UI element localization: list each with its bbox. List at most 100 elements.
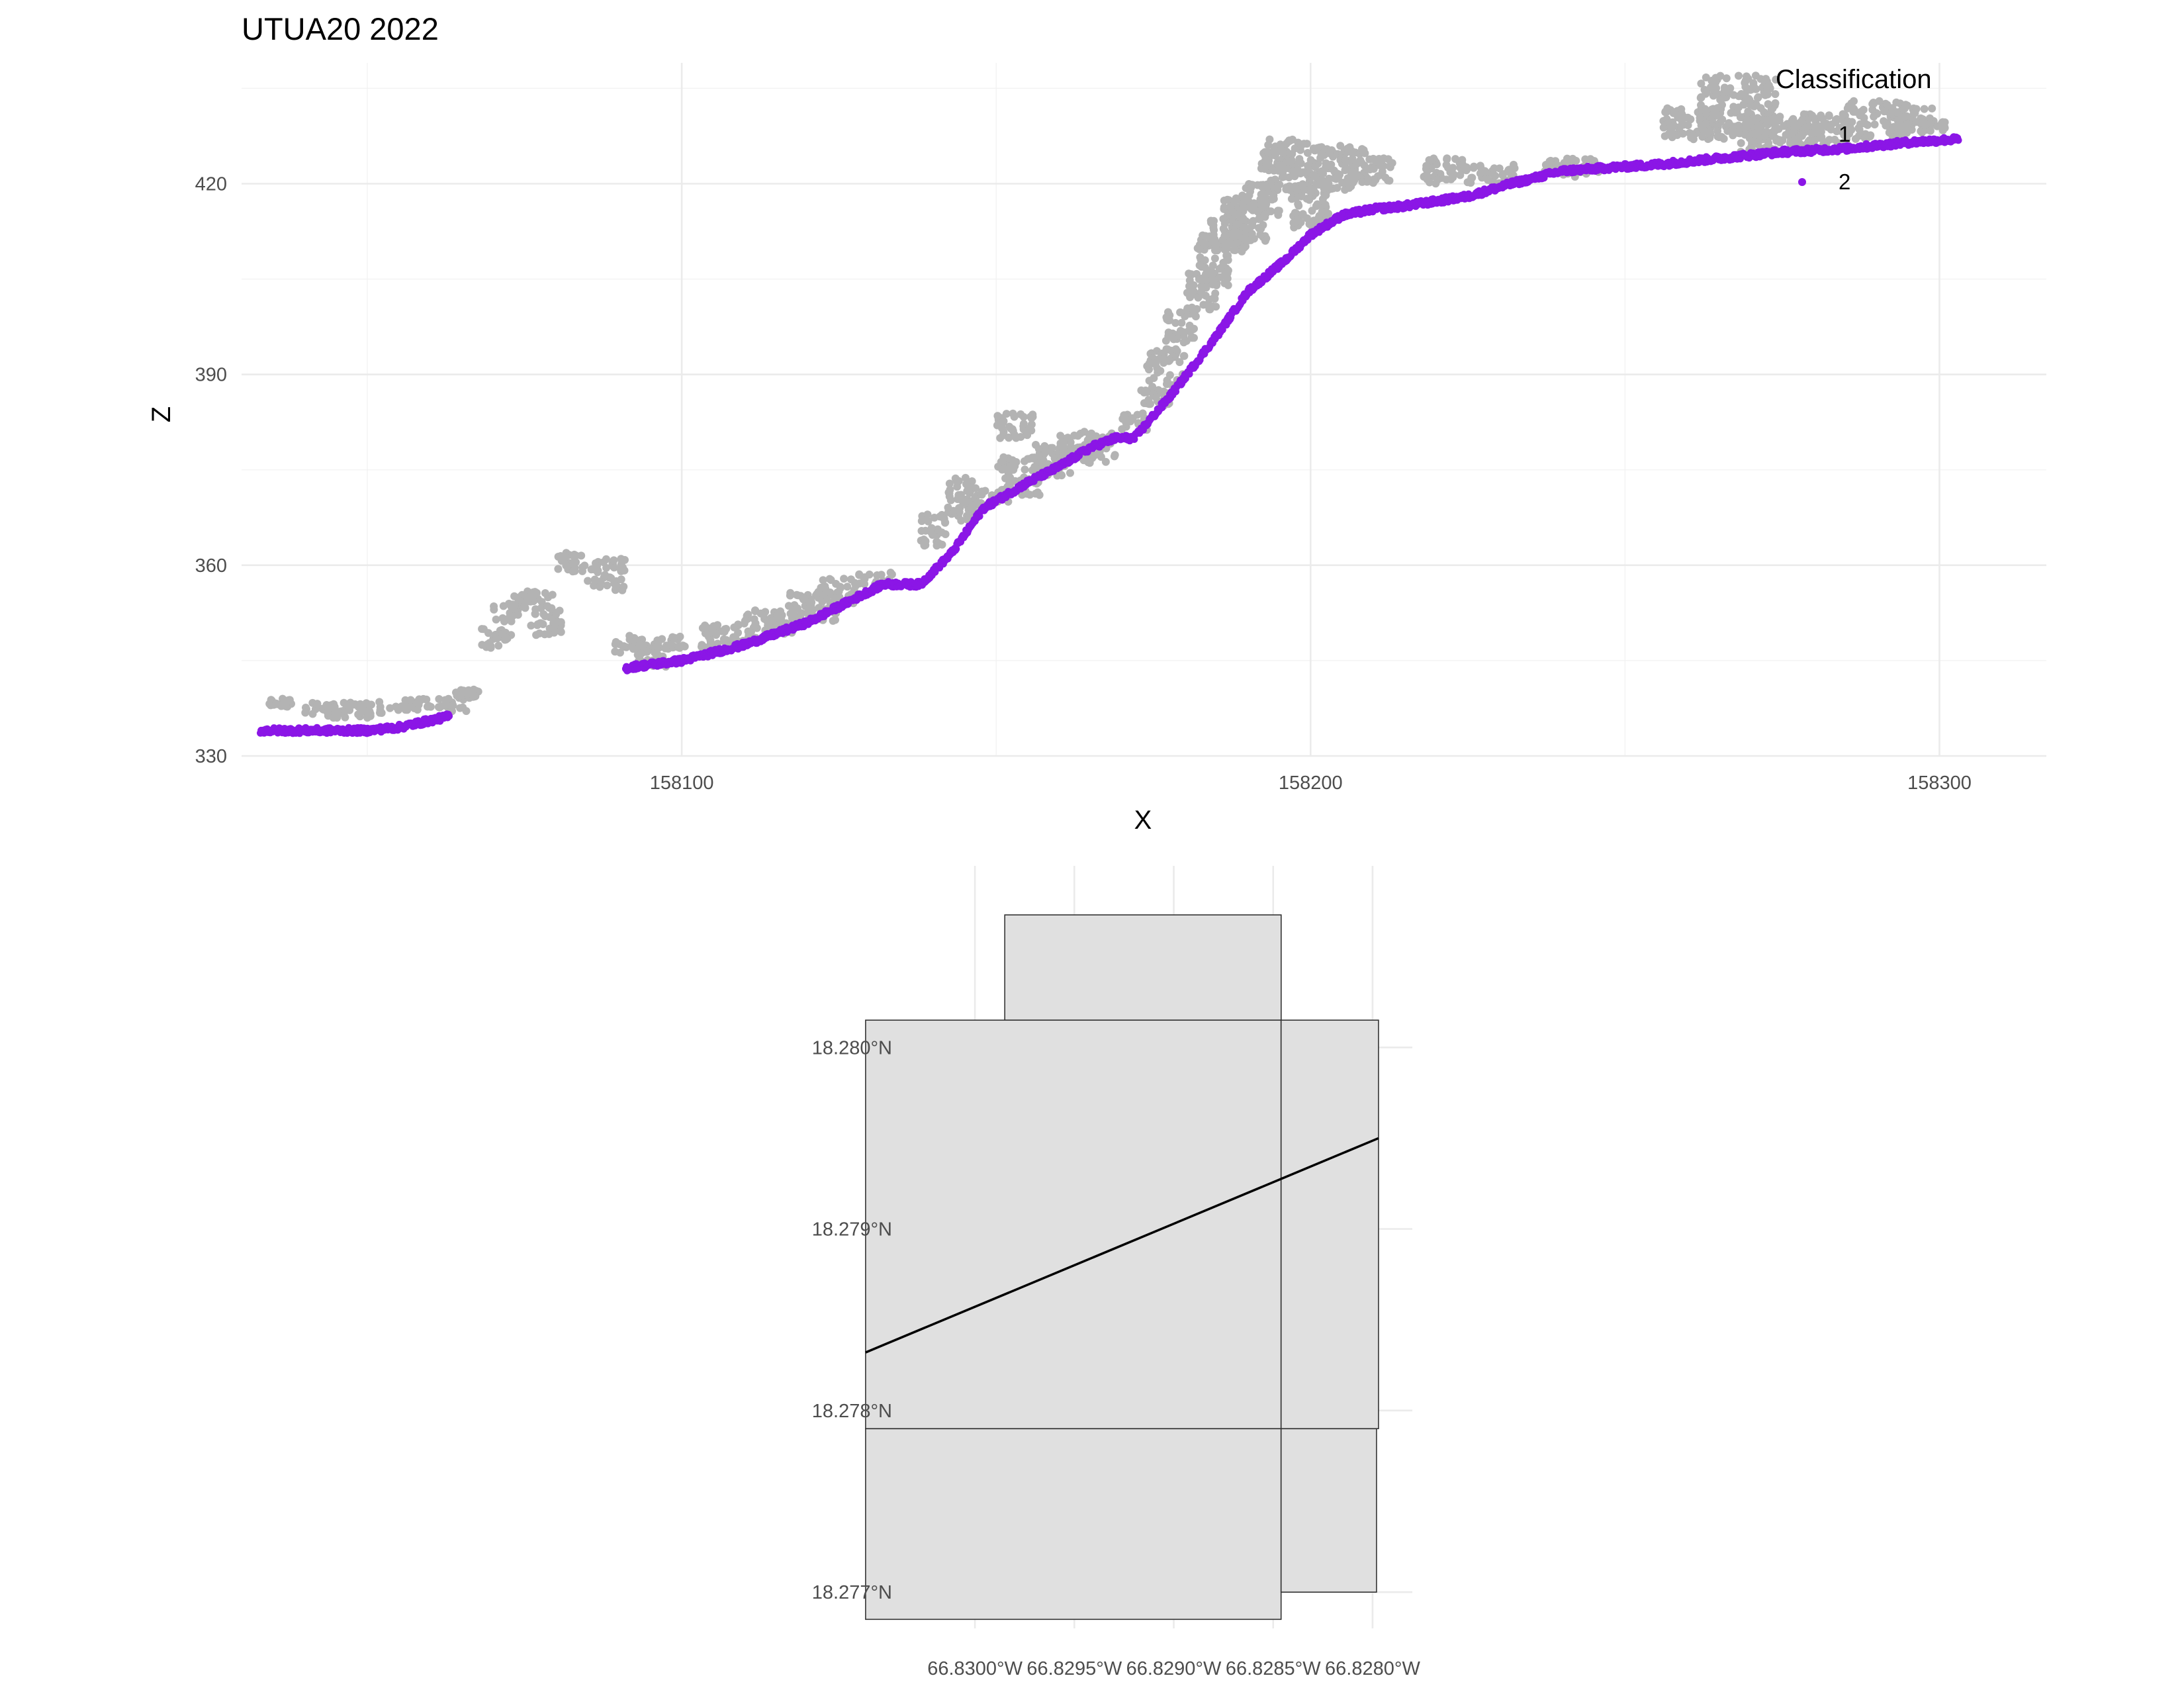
class-1-point	[1670, 121, 1678, 130]
class-1-point	[1197, 275, 1206, 284]
class-1-point	[1736, 113, 1745, 122]
profile-x-tick-labels: 158100 158200 158300	[650, 773, 1972, 794]
class-1-point	[1832, 116, 1840, 124]
class-1-point	[1162, 313, 1171, 322]
class-1-point	[1385, 176, 1394, 185]
chart-title: UTUA20 2022	[242, 11, 439, 46]
class-1-point	[1197, 287, 1205, 296]
class-1-point	[667, 641, 676, 649]
class-1-point	[1490, 170, 1498, 179]
class-1-point	[523, 596, 532, 605]
class-1-point	[548, 590, 557, 599]
class-1-point	[1295, 201, 1303, 210]
class-1-point	[958, 496, 966, 504]
class-1-point	[1224, 256, 1232, 264]
class-1-point	[1770, 126, 1779, 135]
class-1-point	[1741, 79, 1749, 87]
class-1-point	[486, 643, 495, 652]
class-1-point	[398, 702, 406, 710]
class-1-point	[1706, 127, 1714, 136]
class-1-point	[1207, 218, 1215, 227]
class-1-point	[1189, 281, 1198, 289]
class-1-point	[1920, 105, 1929, 113]
class-1-point	[523, 587, 532, 596]
class-1-point	[826, 588, 835, 596]
class-1-point	[1027, 426, 1036, 435]
class-1-point	[972, 484, 980, 492]
map-y-tick-label: 18.277°N	[812, 1582, 892, 1603]
class-1-point	[698, 643, 705, 651]
class-1-point	[1297, 159, 1305, 167]
class-1-point	[1698, 132, 1707, 141]
class-1-point	[510, 601, 519, 610]
class-1-point	[941, 530, 950, 538]
class-1-point	[1267, 207, 1275, 216]
class-1-point	[333, 714, 341, 722]
class-1-point	[1294, 138, 1302, 147]
class-1-point	[1859, 105, 1868, 114]
class-1-point	[635, 640, 644, 649]
class-1-point	[944, 503, 952, 512]
class-1-point	[703, 630, 711, 639]
class-1-point	[1032, 441, 1040, 449]
class-1-point	[877, 571, 886, 579]
class-1-point	[1467, 173, 1476, 182]
class-1-point	[1808, 111, 1817, 120]
class-1-point	[840, 575, 848, 583]
class-1-point	[463, 690, 472, 698]
class-1-point	[1661, 107, 1670, 116]
class-1-point	[967, 503, 976, 512]
class-1-point	[406, 696, 415, 704]
class-1-point	[962, 480, 970, 489]
class-1-point	[1195, 245, 1204, 254]
class-1-point	[1901, 104, 1909, 113]
legend-title: Classification	[1776, 65, 1932, 94]
class-1-point	[629, 645, 637, 653]
class-1-point	[1247, 183, 1255, 192]
class-1-point	[357, 708, 366, 716]
class-1-point	[1741, 130, 1749, 139]
class-1-point	[805, 604, 813, 613]
class-1-point	[607, 574, 615, 583]
legend-key-2	[1798, 178, 1806, 186]
class-1-point	[493, 634, 502, 643]
class-1-point	[1012, 434, 1021, 442]
class-1-point	[478, 641, 486, 649]
class-1-point	[1259, 196, 1268, 205]
class-1-point	[1495, 164, 1504, 173]
class-1-point	[930, 514, 938, 522]
class-1-point	[1231, 246, 1240, 254]
class-1-point	[494, 641, 503, 650]
class-1-point	[1780, 122, 1788, 130]
class-1-point	[792, 590, 801, 599]
class-1-point	[1164, 332, 1173, 340]
legend: Classification 1 2	[1776, 65, 1932, 194]
class-1-point	[1286, 136, 1295, 145]
class-1-point	[557, 552, 565, 560]
class-1-point	[492, 615, 500, 624]
class-1-point	[594, 568, 602, 577]
class-1-point	[1351, 170, 1359, 179]
class-1-point	[1267, 176, 1275, 185]
class-1-point	[1718, 115, 1727, 124]
class-1-point	[1189, 287, 1198, 295]
class-1-point	[1298, 210, 1307, 218]
class-1-point	[610, 556, 618, 565]
class-1-point	[617, 557, 626, 566]
class-1-point	[1825, 112, 1833, 120]
class-1-point	[1190, 334, 1198, 342]
class-1-point	[1326, 147, 1334, 156]
class-1-point	[1342, 156, 1349, 164]
class-1-point	[499, 602, 508, 610]
class-1-point	[313, 700, 322, 708]
class-1-point	[415, 695, 424, 704]
class-1-point	[462, 707, 471, 716]
class-1-point	[619, 583, 628, 591]
class-1-point	[556, 627, 565, 635]
class-1-point	[1268, 165, 1277, 174]
class-1-point	[1821, 138, 1829, 146]
class-1-point	[1306, 156, 1315, 164]
class-1-point	[1280, 173, 1288, 181]
class-1-point	[1059, 445, 1068, 453]
class-1-point	[1753, 94, 1762, 102]
